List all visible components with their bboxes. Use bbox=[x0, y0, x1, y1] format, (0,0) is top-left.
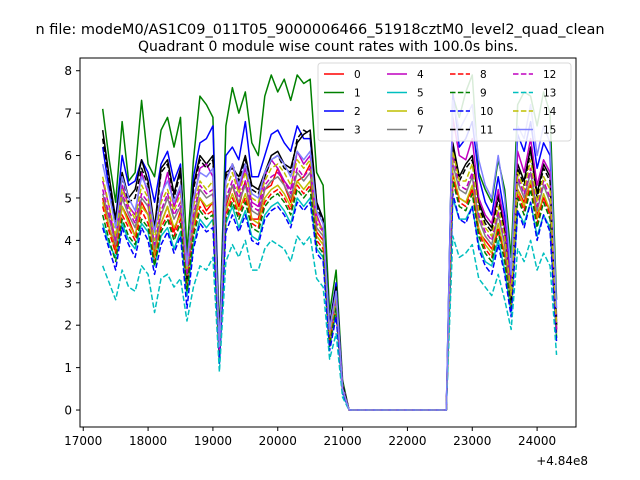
legend-label-5: 5 bbox=[417, 88, 424, 100]
legend-label-12: 12 bbox=[543, 69, 556, 81]
series-line-10 bbox=[101, 192, 558, 411]
legend-label-15: 15 bbox=[543, 125, 556, 137]
legend-label-13: 13 bbox=[543, 88, 556, 100]
legend-label-9: 9 bbox=[480, 88, 487, 100]
y-tick-label: 1 bbox=[64, 361, 72, 375]
x-tick-label: 20000 bbox=[259, 434, 297, 448]
legend-label-2: 2 bbox=[354, 106, 361, 118]
legend-label-10: 10 bbox=[480, 106, 493, 118]
legend-label-8: 8 bbox=[480, 69, 487, 81]
legend-label-3: 3 bbox=[354, 125, 361, 137]
y-tick-label: 2 bbox=[64, 319, 72, 333]
y-tick-label: 6 bbox=[64, 149, 72, 163]
x-offset-label: +4.84e8 bbox=[536, 454, 588, 468]
y-tick-label: 0 bbox=[64, 404, 72, 418]
chart-suptitle: n file: modeM0/AS1C09_011T05_9000006466_… bbox=[35, 22, 604, 38]
legend-label-4: 4 bbox=[417, 69, 424, 81]
y-tick-label: 4 bbox=[64, 234, 72, 248]
x-axis: 17000 18000 19000 20000 21000 22000 23000 24000 bbox=[64, 427, 556, 448]
legend-box bbox=[317, 62, 572, 142]
x-tick-label: 24000 bbox=[518, 434, 556, 448]
chart-title: Quadrant 0 module wise count rates with … bbox=[138, 39, 518, 55]
legend-label-1: 1 bbox=[354, 88, 361, 100]
legend-label-14: 14 bbox=[543, 106, 557, 118]
series-line-15 bbox=[101, 99, 558, 411]
legend-label-6: 6 bbox=[417, 106, 424, 118]
series-line-1 bbox=[101, 74, 558, 411]
y-tick-label: 7 bbox=[64, 107, 72, 121]
legend-label-0: 0 bbox=[354, 69, 361, 81]
x-tick-label: 23000 bbox=[453, 434, 491, 448]
series-line-13 bbox=[101, 235, 558, 411]
x-tick-label: 19000 bbox=[194, 434, 232, 448]
y-tick-label: 5 bbox=[64, 191, 72, 205]
y-tick-label: 3 bbox=[64, 276, 72, 290]
legend-label-11: 11 bbox=[480, 125, 493, 137]
legend-label-7: 7 bbox=[417, 125, 424, 137]
series-line-8 bbox=[101, 176, 558, 411]
y-axis: 0 1 2 3 4 5 6 7 8 bbox=[64, 64, 80, 418]
series-line-9 bbox=[101, 180, 558, 411]
series-line-14 bbox=[101, 150, 558, 411]
x-tick-label: 22000 bbox=[388, 434, 426, 448]
plot-frame bbox=[79, 57, 577, 428]
x-tick-label: 21000 bbox=[323, 434, 361, 448]
x-tick-label: 17000 bbox=[64, 434, 102, 448]
x-tick-label: 18000 bbox=[129, 434, 167, 448]
y-tick-label: 8 bbox=[64, 64, 72, 78]
plot-area bbox=[101, 74, 558, 411]
